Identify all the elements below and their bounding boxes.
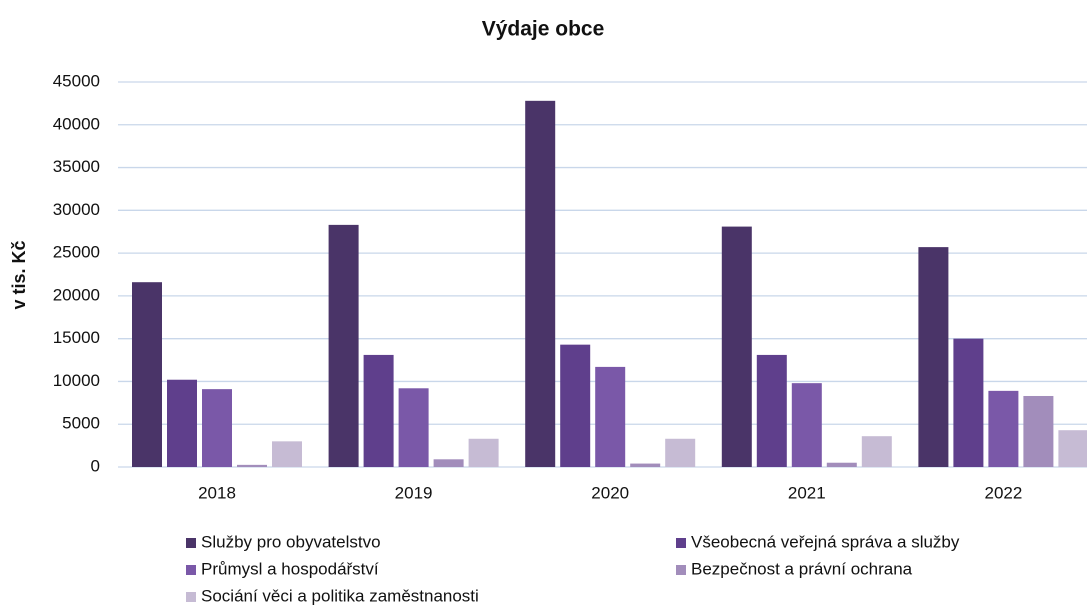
chart-title: Výdaje obce [482,18,605,41]
y-tick-label: 0 [91,456,100,475]
bar [918,247,949,467]
bar [237,464,267,467]
legend-swatch [676,538,686,548]
x-tick-label: 2022 [984,483,1022,502]
legend-label: Sociání věci a politika zaměstnanosti [201,586,479,605]
x-tick-label: 2021 [788,483,826,502]
bar [560,344,591,467]
x-tick-label: 2020 [591,483,629,502]
bar [826,462,857,467]
legend-swatch [676,565,686,575]
bar [791,383,822,467]
y-tick-label: 35000 [53,157,100,176]
legend-swatch [186,538,196,548]
legend-label: Služby pro obyvatelstvo [201,532,381,551]
bar [595,366,626,467]
y-tick-label: 20000 [53,285,100,304]
bar [630,463,661,467]
bar [721,226,752,467]
legend-label: Všeobecná veřejná správa a služby [691,532,960,551]
bar [953,338,984,467]
bar [272,441,302,467]
legend-label: Průmysl a hospodářství [201,559,379,578]
y-tick-label: 25000 [53,243,100,262]
bar [328,224,359,467]
bar [132,282,162,467]
bar [988,390,1019,467]
y-tick-label: 5000 [62,414,100,433]
bar [167,379,197,467]
legend-swatch [186,565,196,575]
bar [861,436,892,467]
bar [398,388,429,467]
bar [1023,395,1054,467]
legend-label: Bezpečnost a právní ochrana [691,559,913,578]
y-tick-label: 10000 [53,371,100,390]
bar [1058,430,1087,467]
y-axis-label: v tis. Kč [9,240,29,309]
x-tick-label: 2019 [395,483,433,502]
bar [665,438,696,467]
bar [756,354,787,467]
bar [525,100,556,468]
bar [433,459,464,467]
x-tick-label: 2018 [198,483,236,502]
y-tick-label: 40000 [53,114,100,133]
legend-swatch [186,592,196,602]
bar [202,389,232,467]
bar [363,354,394,467]
y-tick-label: 15000 [53,328,100,347]
bar [468,438,499,467]
y-tick-label: 45000 [53,71,100,90]
y-tick-label: 30000 [53,200,100,219]
